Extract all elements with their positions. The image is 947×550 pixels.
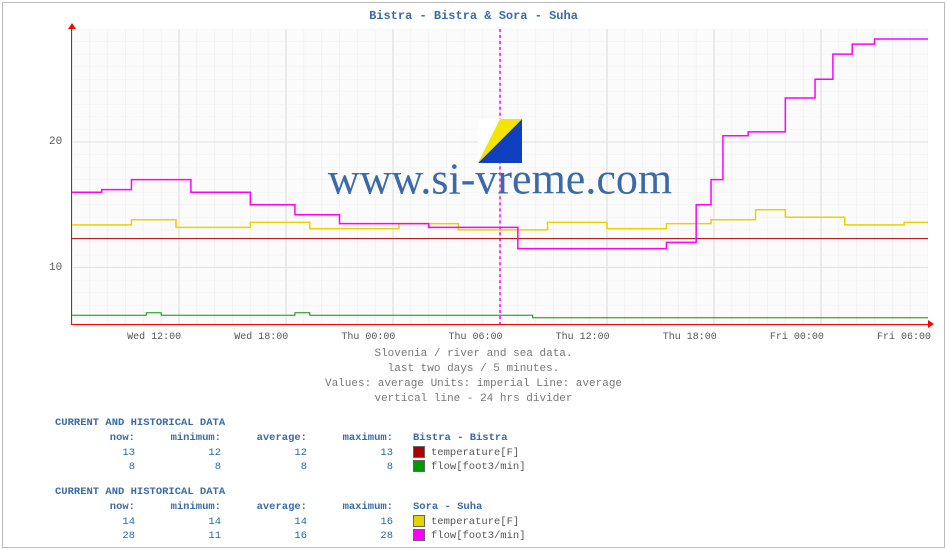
- data-row: 14 14 14 16 temperature[F]: [55, 515, 942, 530]
- subtitle-l3: Values: average Units: imperial Line: av…: [5, 377, 942, 392]
- plot-region: www.si-vreme.com: [71, 29, 928, 325]
- subtitle-block: Slovenia / river and sea data. last two …: [5, 347, 942, 406]
- station-name: Bistra - Bistra: [413, 431, 508, 446]
- xtick-label: Fri 06:00: [877, 332, 931, 343]
- legend-swatch-icon: [413, 446, 425, 458]
- legend-label: temperature[F]: [431, 446, 519, 461]
- data-header: CURRENT AND HISTORICAL DATA: [55, 485, 942, 500]
- data-col-headers: now: minimum: average: maximum: Sora - S…: [55, 500, 942, 515]
- x-axis-arrow-icon: [928, 320, 934, 328]
- legend-swatch-icon: [413, 515, 425, 527]
- legend-label: flow[foot3/min]: [431, 460, 526, 475]
- xtick-label: Thu 12:00: [556, 332, 610, 343]
- chart-area: 10 20 www.si-vreme.com Wed 12:00Wed 18:0…: [53, 25, 932, 345]
- ytick-10: 10: [49, 262, 62, 274]
- data-header: CURRENT AND HISTORICAL DATA: [55, 416, 942, 431]
- legend-label: temperature[F]: [431, 515, 519, 530]
- plot-svg: [72, 29, 928, 324]
- data-block: CURRENT AND HISTORICAL DATA now: minimum…: [55, 485, 942, 544]
- data-row: 13 12 12 13 temperature[F]: [55, 446, 942, 461]
- y-axis-arrow-icon: [68, 23, 76, 29]
- xtick-label: Thu 00:00: [341, 332, 395, 343]
- station-name: Sora - Suha: [413, 500, 482, 515]
- chart-title: Bistra - Bistra & Sora - Suha: [5, 5, 942, 25]
- data-col-headers: now: minimum: average: maximum: Bistra -…: [55, 431, 942, 446]
- data-block: CURRENT AND HISTORICAL DATA now: minimum…: [55, 416, 942, 475]
- xtick-label: Wed 18:00: [234, 332, 288, 343]
- legend-swatch-icon: [413, 460, 425, 472]
- xtick-label: Wed 12:00: [127, 332, 181, 343]
- figure-border: www.si-vreme.com Bistra - Bistra & Sora …: [2, 2, 945, 548]
- legend-swatch-icon: [413, 529, 425, 541]
- xtick-label: Thu 06:00: [448, 332, 502, 343]
- xtick-label: Thu 18:00: [663, 332, 717, 343]
- xtick-label: Fri 00:00: [770, 332, 824, 343]
- subtitle-l2: last two days / 5 minutes.: [5, 362, 942, 377]
- watermark-logo-icon: [478, 119, 522, 163]
- subtitle-l4: vertical line - 24 hrs divider: [5, 392, 942, 407]
- data-row: 8 8 8 8 flow[foot3/min]: [55, 460, 942, 475]
- data-row: 28 11 16 28 flow[foot3/min]: [55, 529, 942, 544]
- legend-label: flow[foot3/min]: [431, 529, 526, 544]
- subtitle-l1: Slovenia / river and sea data.: [5, 347, 942, 362]
- ytick-20: 20: [49, 136, 62, 148]
